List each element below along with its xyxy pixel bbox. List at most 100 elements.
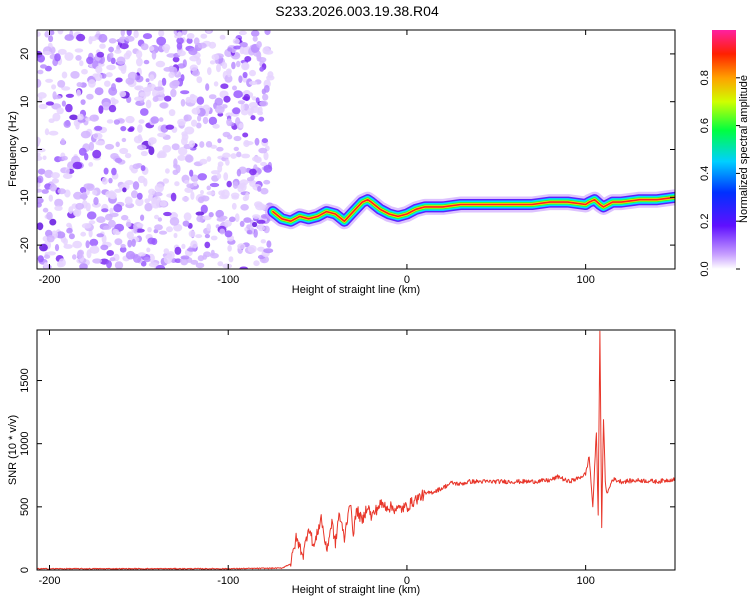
noise-blob (232, 107, 241, 115)
noise-blob (121, 137, 127, 143)
noise-blob (108, 219, 116, 228)
noise-blob (114, 188, 122, 193)
noise-blob (92, 149, 102, 159)
noise-blob (86, 93, 94, 100)
noise-blob (119, 43, 129, 50)
noise-blob (57, 80, 66, 88)
noise-blob (81, 191, 88, 201)
noise-blob (88, 141, 95, 151)
noise-blob (175, 164, 181, 174)
noise-blob (146, 247, 151, 253)
noise-blob (68, 206, 74, 214)
noise-blob (79, 60, 84, 67)
noise-blob (181, 243, 186, 249)
noise-blob (158, 117, 164, 122)
noise-blob (44, 31, 50, 38)
y-tick-label: 1500 (19, 368, 31, 392)
noise-blob (237, 184, 244, 193)
noise-blob (154, 86, 164, 91)
noise-blob (94, 73, 103, 82)
noise-blob (195, 211, 205, 216)
colorbar-tick-label: 0.8 (699, 70, 711, 85)
noise-blob (131, 238, 136, 247)
noise-blob (49, 183, 58, 192)
noise-blob (54, 198, 64, 208)
noise-blob (242, 195, 248, 202)
noise-blob (135, 228, 145, 233)
noise-blob (254, 157, 262, 164)
noise-blob (101, 73, 107, 79)
noise-blob (158, 230, 168, 235)
noise-blob (191, 107, 201, 115)
noise-blob (114, 157, 123, 163)
snr-frame (36, 329, 676, 571)
noise-blob (222, 263, 233, 269)
noise-blob (75, 202, 85, 210)
noise-blob (101, 177, 108, 185)
noise-blob (61, 100, 66, 107)
noise-blob (226, 180, 232, 188)
noise-blob (86, 211, 97, 220)
noise-blob (239, 46, 245, 55)
noise-blob (37, 175, 44, 184)
noise-blob (195, 234, 203, 239)
trace-band-5 (272, 196, 675, 222)
noise-region (37, 30, 275, 269)
x-tick-label: 0 (404, 274, 410, 286)
noise-blob (208, 94, 217, 100)
noise-blob (263, 248, 274, 254)
noise-blob (239, 179, 249, 186)
noise-blob (168, 109, 176, 117)
noise-blob (79, 263, 88, 269)
noise-blob (180, 99, 186, 107)
noise-blob (206, 223, 211, 232)
noise-blob (57, 30, 64, 35)
noise-blob (237, 243, 246, 250)
noise-blob (54, 244, 60, 252)
noise-blob (126, 231, 134, 240)
noise-blob (172, 213, 179, 218)
noise-blob (244, 56, 252, 62)
noise-blob (79, 186, 87, 194)
noise-blob (250, 174, 255, 181)
noise-blob (218, 190, 226, 196)
noise-blob (86, 249, 92, 259)
noise-blob (133, 135, 143, 144)
noise-blob (115, 141, 120, 148)
noise-blob (37, 54, 45, 63)
colorbar: 0.0 0.2 0.4 0.6 0.8 Normalized spectral ampl… (699, 30, 750, 277)
noise-blob (65, 93, 74, 98)
noise-blob (104, 143, 115, 150)
noise-blob (181, 196, 190, 202)
noise-blob (206, 30, 211, 34)
noise-blob (113, 119, 120, 125)
noise-blob (44, 128, 50, 136)
noise-blob (142, 33, 153, 40)
noise-blob (45, 101, 55, 106)
noise-blob (200, 204, 208, 214)
noise-blob (189, 169, 194, 177)
noise-blob (101, 101, 111, 111)
noise-blob (55, 231, 66, 239)
noise-blob (108, 46, 114, 53)
noise-blob (267, 71, 274, 79)
noise-blob (177, 50, 186, 57)
noise-blob (125, 50, 132, 57)
noise-blob (208, 116, 218, 126)
noise-blob (251, 96, 257, 101)
noise-blob (48, 194, 53, 202)
noise-blob (254, 137, 260, 146)
noise-blob (136, 223, 144, 228)
noise-blob (149, 74, 155, 82)
noise-blob (159, 151, 167, 158)
noise-blob (224, 74, 233, 83)
y-tick-label: -10 (19, 189, 31, 205)
noise-blob (183, 114, 192, 122)
x-tick-label: -100 (217, 575, 239, 587)
noise-blob (258, 147, 268, 154)
noise-blob (177, 118, 186, 126)
noise-blob (215, 209, 224, 218)
noise-blob (257, 106, 263, 114)
noise-blob (102, 225, 112, 230)
